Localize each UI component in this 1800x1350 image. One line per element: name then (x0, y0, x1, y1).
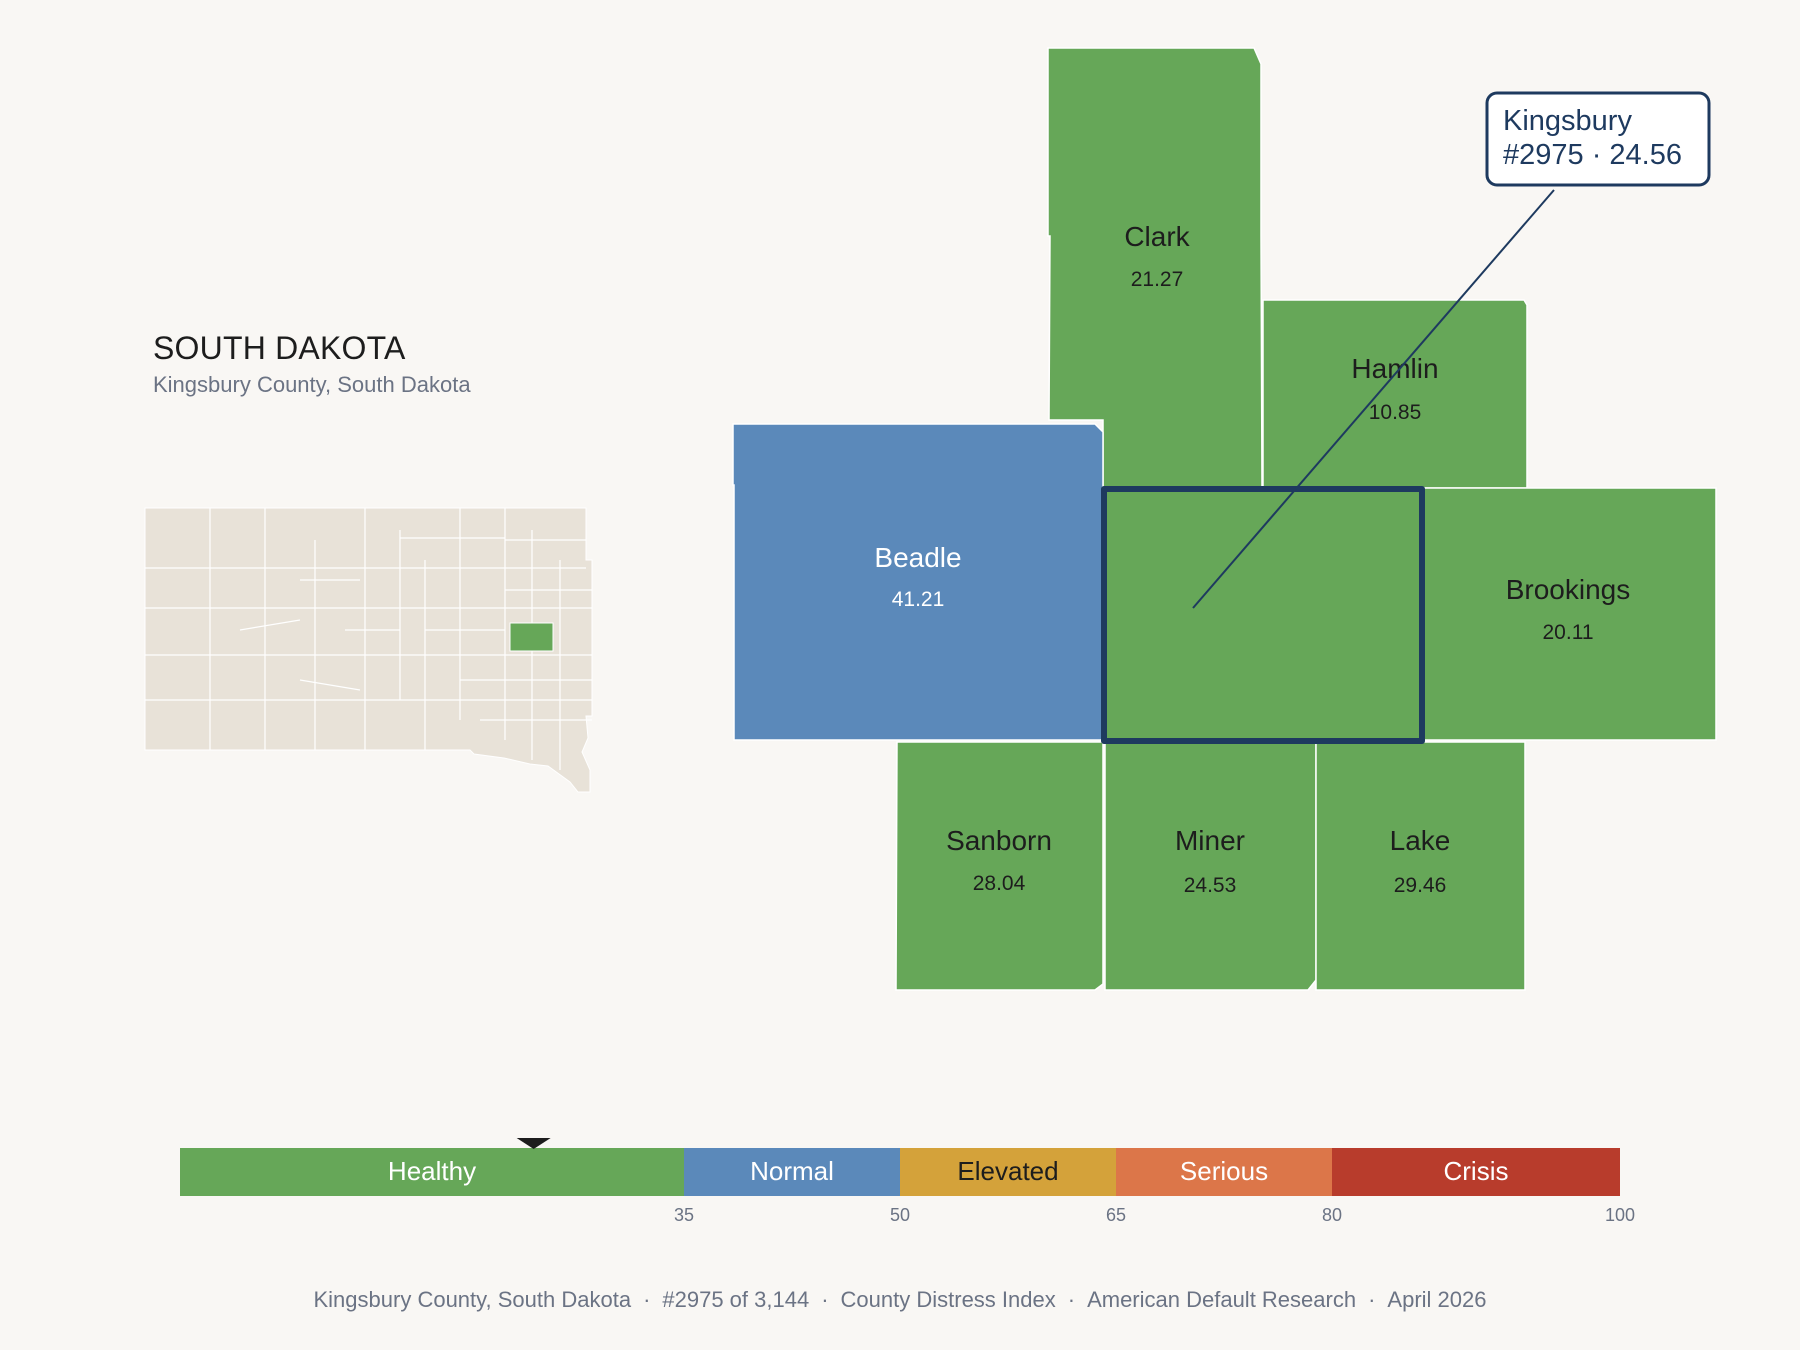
scale-band-normal (684, 1148, 900, 1196)
label-beadle-name: Beadle (874, 542, 961, 573)
scale-tick-50: 50 (890, 1205, 910, 1225)
label-lake-score: 29.46 (1394, 874, 1447, 897)
county-miner[interactable] (1104, 741, 1317, 991)
kingsbury-outline (1101, 486, 1425, 744)
scale-band-label-elevated: Elevated (957, 1156, 1058, 1186)
callout-county-name: Kingsbury (1503, 105, 1632, 137)
footer-county: Kingsbury County, South Dakota (313, 1287, 632, 1312)
focus-callout: Kingsbury #2975 · 24.56 (1192, 91, 1711, 609)
state-inset-map (144, 507, 593, 793)
county-beadle[interactable] (732, 423, 1104, 741)
scale-tick-65: 65 (1106, 1205, 1126, 1225)
state-highlight-kingsbury (509, 622, 554, 652)
scale-tick-100: 100 (1605, 1205, 1635, 1225)
label-lake-name: Lake (1390, 825, 1451, 856)
callout-box (1485, 91, 1711, 187)
county-kingsbury[interactable] (1103, 488, 1423, 740)
county-subtitle: Kingsbury County, South Dakota (153, 372, 471, 397)
scale-band-elevated (900, 1148, 1116, 1196)
state-outline (144, 507, 593, 793)
state-county-lines (145, 508, 592, 770)
footer-publisher: American Default Research (1087, 1287, 1357, 1312)
label-clark-name: Clark (1124, 221, 1190, 252)
callout-rank-score: #2975 · 24.56 (1503, 139, 1682, 171)
footer-index: County Distress Index (840, 1287, 1056, 1312)
footer: Kingsbury County, South Dakota · #2975 of … (313, 1287, 1487, 1312)
county-labels: Clark 21.27 Hamlin 10.85 Beadle 41.21 Br… (874, 221, 1630, 897)
neighbor-map (732, 47, 1717, 991)
scale-band-serious (1116, 1148, 1332, 1196)
label-miner-score: 24.53 (1184, 874, 1237, 897)
distress-scale: Healthy Normal Elevated Serious Crisis 35 50 65… (180, 1138, 1635, 1225)
county-sanborn[interactable] (895, 741, 1104, 991)
label-hamlin-name: Hamlin (1351, 353, 1438, 384)
county-lake[interactable] (1315, 741, 1526, 991)
footer-rank: #2975 of 3,144 (662, 1287, 810, 1312)
callout-leader-line (1192, 189, 1555, 609)
scale-band-healthy (180, 1148, 684, 1196)
county-hamlin[interactable] (1262, 299, 1528, 489)
scale-tick-35: 35 (674, 1205, 694, 1225)
state-name: SOUTH DAKOTA (153, 330, 406, 366)
label-miner-name: Miner (1175, 825, 1245, 856)
county-brookings[interactable] (1422, 487, 1717, 741)
scale-marker (516, 1138, 551, 1149)
scale-band-label-healthy: Healthy (388, 1156, 476, 1186)
label-brookings-name: Brookings (1506, 574, 1631, 605)
label-beadle-score: 41.21 (892, 588, 945, 611)
scale-band-crisis (1332, 1148, 1620, 1196)
footer-date: April 2026 (1387, 1287, 1487, 1312)
scale-band-label-normal: Normal (750, 1156, 834, 1186)
label-clark-score: 21.27 (1131, 268, 1184, 291)
label-sanborn-name: Sanborn (946, 825, 1052, 856)
label-brookings-score: 20.11 (1543, 621, 1594, 644)
scale-band-label-crisis: Crisis (1444, 1156, 1509, 1186)
scale-tick-80: 80 (1322, 1205, 1342, 1225)
label-sanborn-score: 28.04 (973, 872, 1026, 895)
scale-band-label-serious: Serious (1180, 1156, 1268, 1186)
label-hamlin-score: 10.85 (1369, 401, 1422, 424)
